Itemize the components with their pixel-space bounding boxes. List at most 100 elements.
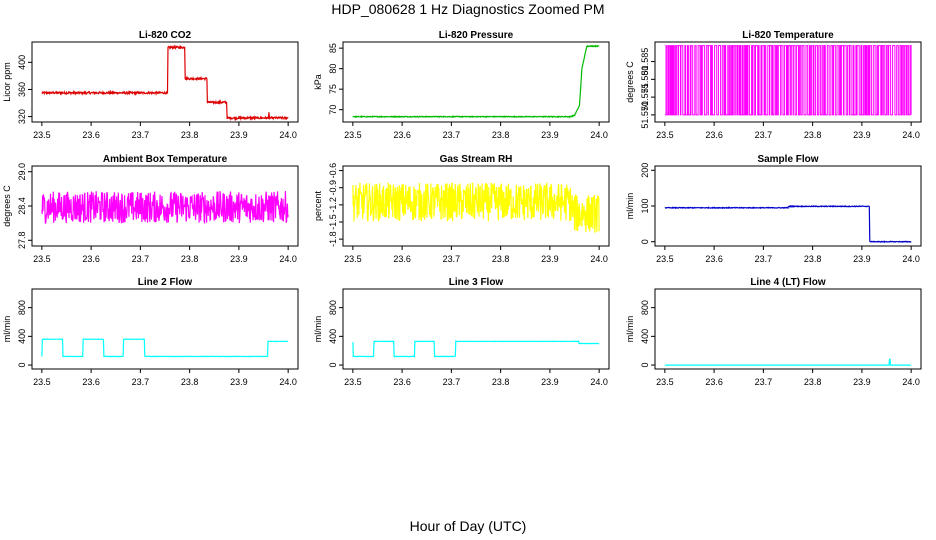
y-axis-label: percent — [313, 190, 323, 221]
panel-title: Ambient Box Temperature — [103, 154, 228, 165]
panel: Li-820 Pressure kPa 23.5 23.6 23.7 23.8 23.9 24… — [313, 30, 610, 140]
x-tick-label: 23.5 — [33, 254, 51, 264]
x-tick-label: 23.8 — [492, 130, 510, 140]
x-tick-label: 23.9 — [541, 254, 559, 264]
x-tick-label: 23.5 — [656, 130, 674, 140]
series-line — [664, 45, 912, 116]
y-tick-label: 29.0 — [17, 163, 27, 181]
x-axis-label: Hour of Day (UTC) — [409, 518, 527, 534]
series-line — [664, 358, 912, 366]
x-tick-label: 23.8 — [804, 254, 822, 264]
x-tick-label: 23.7 — [132, 254, 150, 264]
panel-title: Gas Stream RH — [440, 154, 513, 165]
y-axis-label: Licor ppm — [2, 62, 12, 102]
y-tick-label: 400 — [328, 329, 338, 344]
x-tick-label: 23.8 — [181, 377, 199, 387]
x-tick-label: 23.9 — [541, 377, 559, 387]
x-tick-label: 23.7 — [132, 377, 150, 387]
y-tick-label: -0.6 — [328, 163, 338, 179]
x-tick-label: 23.6 — [393, 254, 411, 264]
x-tick-label: 23.5 — [344, 377, 362, 387]
panel: Sample Flow ml/min 23.5 23.6 23.7 23.8 23.9 24.… — [625, 154, 922, 264]
plot-frame — [654, 288, 922, 370]
panel: Line 2 Flow ml/min 23.5 23.6 23.7 23.8 23.9 24.… — [2, 277, 299, 387]
y-tick-label: 400 — [17, 55, 27, 70]
y-tick-label: 75 — [328, 84, 338, 94]
x-tick-label: 23.7 — [132, 130, 150, 140]
x-tick-label: 24.0 — [590, 254, 608, 264]
y-tick-label: 27.8 — [17, 232, 27, 250]
y-axis-label: degrees C — [2, 185, 12, 227]
panel-title: Li-820 Pressure — [439, 30, 514, 41]
panel-title: Li-820 Temperature — [742, 30, 834, 41]
panel: Li-820 CO2 Licor ppm 23.5 23.6 23.7 23.8 23.9 2… — [2, 30, 299, 140]
x-tick-label: 23.7 — [755, 130, 773, 140]
plot-frame — [31, 288, 299, 370]
x-tick-label: 23.5 — [344, 130, 362, 140]
x-tick-label: 23.9 — [230, 254, 248, 264]
y-axis-label: ml/min — [2, 316, 12, 343]
panel-title: Sample Flow — [757, 154, 818, 165]
y-tick-label: -1.5 — [328, 214, 338, 230]
x-tick-label: 24.0 — [590, 377, 608, 387]
y-tick-label: 28.4 — [17, 197, 27, 215]
x-tick-label: 23.9 — [230, 377, 248, 387]
x-tick-label: 23.6 — [393, 130, 411, 140]
panel-title: Line 4 (LT) Flow — [750, 277, 826, 288]
x-tick-label: 23.7 — [443, 254, 461, 264]
panel: Line 4 (LT) Flow ml/min 23.5 23.6 23.7 23.8 23… — [625, 277, 922, 387]
x-tick-label: 23.9 — [853, 130, 871, 140]
x-tick-label: 23.8 — [804, 377, 822, 387]
plot-frame — [654, 41, 922, 123]
y-tick-label: 200 — [640, 163, 650, 178]
y-tick-label: 80 — [328, 64, 338, 74]
y-tick-label: 800 — [640, 300, 650, 315]
plot-frame — [342, 288, 610, 370]
x-tick-label: 24.0 — [279, 254, 297, 264]
x-tick-label: 23.6 — [705, 130, 723, 140]
series-line — [41, 191, 289, 225]
x-tick-label: 23.8 — [492, 377, 510, 387]
y-tick-label: 85 — [328, 43, 338, 53]
y-tick-label: -1.2 — [328, 197, 338, 213]
panel-title: Line 3 Flow — [449, 277, 504, 288]
series-line — [352, 340, 600, 358]
y-tick-label: 51.575 — [640, 83, 650, 111]
x-tick-label: 23.9 — [541, 130, 559, 140]
x-tick-label: 24.0 — [279, 130, 297, 140]
y-axis-label: kPa — [313, 74, 323, 90]
plot-frame — [342, 41, 610, 123]
x-tick-label: 23.7 — [443, 377, 461, 387]
series-line — [352, 181, 600, 233]
x-tick-label: 23.8 — [804, 130, 822, 140]
x-tick-label: 23.8 — [181, 254, 199, 264]
y-tick-label: 51.585 — [640, 48, 650, 76]
x-tick-label: 23.6 — [393, 377, 411, 387]
x-tick-label: 23.7 — [755, 254, 773, 264]
y-tick-label: 100 — [640, 198, 650, 213]
y-tick-label: 800 — [328, 300, 338, 315]
panel: Gas Stream RH percent 23.5 23.6 23.7 23.8 23.9… — [313, 154, 610, 264]
panel-title: Li-820 CO2 — [139, 30, 192, 41]
y-axis-label: degrees C — [625, 61, 635, 103]
y-tick-label: 400 — [17, 329, 27, 344]
x-tick-label: 24.0 — [902, 377, 920, 387]
series-line — [352, 44, 600, 119]
y-axis-label: ml/min — [313, 316, 323, 343]
y-tick-label: 0 — [640, 363, 650, 368]
y-tick-label: 70 — [328, 105, 338, 115]
y-axis-label: ml/min — [625, 316, 635, 343]
y-tick-label: 0 — [640, 239, 650, 244]
y-tick-label: 360 — [17, 82, 27, 97]
y-tick-label: 51.580 — [640, 66, 650, 94]
series-line — [664, 204, 912, 244]
series-line — [41, 338, 289, 358]
x-tick-label: 23.9 — [853, 254, 871, 264]
x-tick-label: 23.6 — [705, 254, 723, 264]
x-tick-label: 23.6 — [82, 254, 100, 264]
y-tick-label: 400 — [640, 329, 650, 344]
x-tick-label: 23.8 — [492, 254, 510, 264]
x-tick-label: 23.8 — [181, 130, 199, 140]
